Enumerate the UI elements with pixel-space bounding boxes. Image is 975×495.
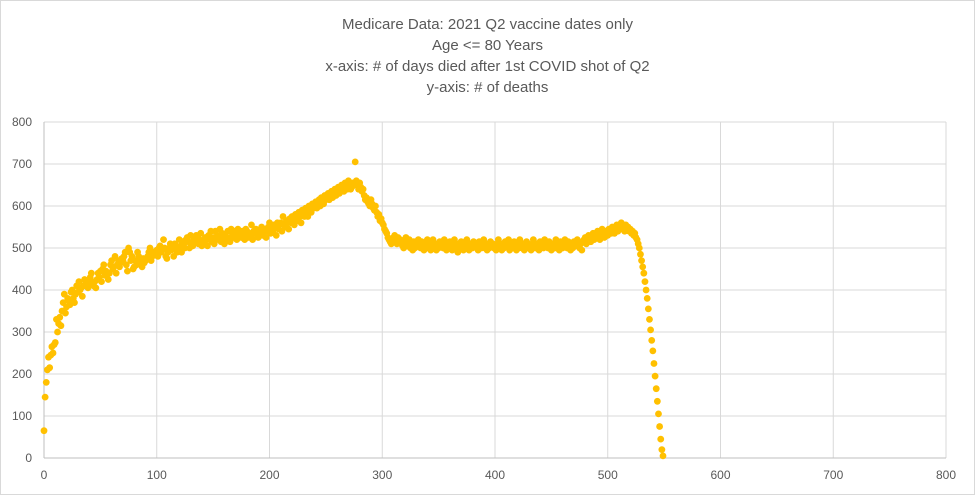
data-point	[104, 276, 112, 283]
gridlines	[44, 121, 947, 458]
data-point	[451, 236, 458, 244]
data-point	[372, 202, 379, 210]
data-point	[641, 278, 649, 285]
data-point	[272, 232, 280, 239]
data-point	[650, 360, 658, 367]
data-point	[638, 257, 645, 264]
data-point	[644, 305, 652, 313]
y-tick-label: 400	[12, 283, 32, 297]
y-tick-label: 700	[12, 157, 32, 171]
data-point	[657, 435, 665, 443]
y-tick-label: 200	[12, 367, 32, 381]
x-tick-label: 500	[598, 468, 618, 482]
data-point	[57, 322, 65, 330]
data-point	[84, 284, 92, 292]
data-point	[75, 278, 83, 285]
data-point	[98, 278, 105, 285]
chart-title-line-2: Age <= 80 Years	[432, 37, 543, 54]
data-point	[42, 379, 50, 386]
y-tick-label: 500	[12, 241, 32, 255]
data-point	[359, 185, 367, 193]
data-point	[112, 269, 120, 277]
x-tick-label: 800	[936, 468, 956, 482]
data-point	[163, 255, 171, 262]
data-point	[429, 236, 437, 244]
data-point	[505, 236, 512, 244]
x-tick-label: 200	[259, 468, 279, 482]
data-points	[40, 158, 667, 460]
data-point	[62, 309, 69, 317]
x-tick-label: 700	[823, 468, 843, 482]
data-point	[221, 240, 228, 248]
data-point	[54, 328, 61, 336]
data-point	[351, 158, 359, 166]
data-point	[648, 337, 656, 344]
data-point	[658, 446, 666, 453]
data-point	[197, 229, 205, 237]
y-tick-label: 100	[12, 409, 32, 423]
data-point	[646, 316, 653, 323]
data-point	[78, 292, 86, 300]
y-tick-label: 800	[12, 115, 32, 129]
data-point	[649, 347, 657, 355]
data-point	[124, 267, 131, 275]
data-point	[297, 219, 305, 227]
x-tick-label: 100	[147, 468, 167, 482]
data-point	[652, 385, 660, 393]
data-point	[285, 225, 293, 233]
data-point	[637, 250, 644, 258]
data-point	[480, 236, 488, 244]
chart-title-line-1: Medicare Data: 2021 Q2 vaccine dates onl…	[342, 16, 633, 33]
data-point	[647, 326, 654, 334]
y-tick-label: 600	[12, 199, 32, 213]
x-tick-label: 300	[372, 468, 392, 482]
y-axis-ticks: 0 100 200 300 400 500 600 700 800	[12, 115, 32, 465]
data-point	[41, 393, 49, 401]
data-point	[656, 423, 664, 430]
y-tick-label: 0	[25, 451, 32, 465]
x-axis-ticks: 0 100 200 300 400 500 600 700 800	[41, 468, 957, 482]
data-point	[160, 236, 167, 244]
data-point	[639, 263, 647, 271]
data-point	[40, 427, 48, 435]
x-tick-label: 400	[485, 468, 505, 482]
chart-title: Medicare Data: 2021 Q2 vaccine dates onl…	[0, 14, 975, 98]
data-point	[642, 286, 650, 294]
data-point	[46, 364, 54, 372]
data-point	[262, 234, 270, 241]
data-point	[494, 236, 502, 244]
data-point	[92, 284, 100, 292]
data-point	[51, 339, 59, 346]
data-point	[71, 299, 78, 306]
data-point	[56, 313, 64, 321]
data-point	[640, 269, 648, 277]
data-point	[659, 452, 667, 460]
chart-title-line-4: y-axis: # of deaths	[426, 79, 549, 96]
data-point	[100, 261, 108, 269]
chart-title-line-3: x-axis: # of days died after 1st COVID s…	[325, 58, 650, 75]
data-point	[643, 295, 651, 302]
x-tick-label: 0	[41, 468, 48, 482]
data-point	[653, 397, 661, 405]
data-point	[49, 349, 57, 357]
data-point	[87, 269, 95, 277]
data-point	[578, 246, 586, 254]
data-point	[651, 372, 659, 380]
data-point	[204, 242, 211, 250]
x-tick-label: 600	[710, 468, 730, 482]
axes	[43, 122, 946, 459]
data-point	[635, 244, 643, 252]
data-point	[655, 410, 662, 418]
data-point	[248, 221, 255, 229]
data-point	[122, 261, 130, 269]
y-tick-label: 300	[12, 325, 32, 339]
data-point	[249, 236, 256, 244]
